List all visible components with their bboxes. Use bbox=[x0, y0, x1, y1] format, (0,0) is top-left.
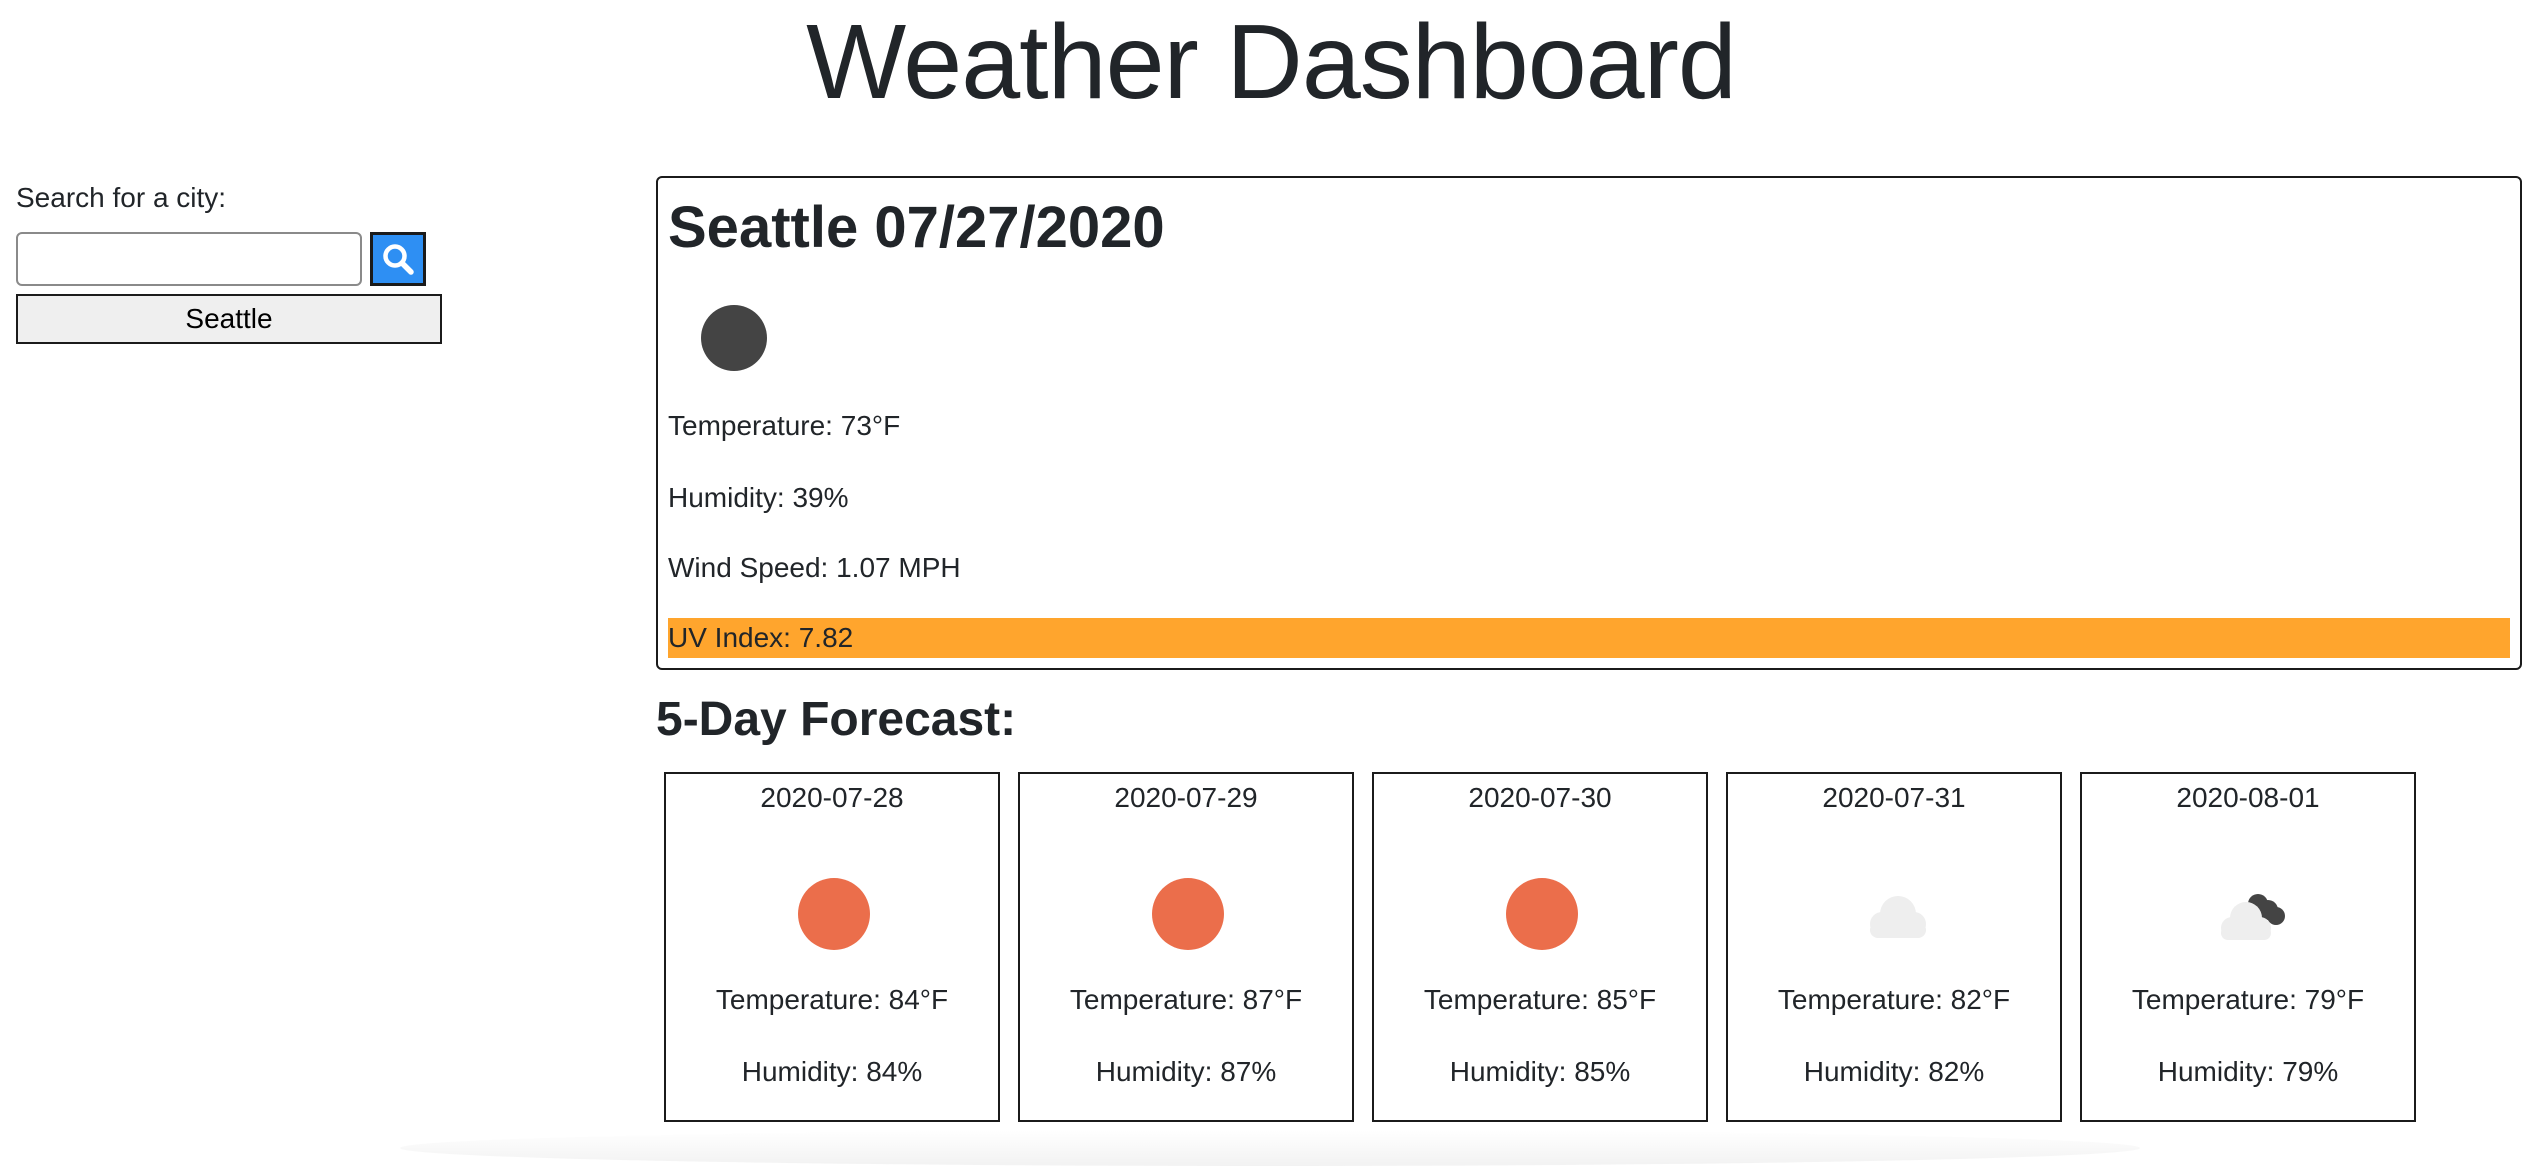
forecast-humidity: Humidity: 85% bbox=[1449, 1056, 1631, 1087]
forecast-temperature: Temperature: 82°F bbox=[1777, 984, 2011, 1015]
search-input[interactable] bbox=[16, 232, 362, 286]
forecast-temperature: Temperature: 85°F bbox=[1423, 984, 1657, 1015]
current-humidity: Humidity: 39% bbox=[668, 482, 849, 513]
forecast-temperature: Temperature: 79°F bbox=[2131, 984, 2365, 1015]
cloud-moon-icon bbox=[2221, 894, 2285, 940]
uv-index-badge: UV Index: 7.82 bbox=[668, 618, 2510, 658]
history-city-button[interactable]: Seattle bbox=[16, 294, 442, 344]
page-title: Weather Dashboard bbox=[806, 3, 1737, 121]
forecast-humidity: Humidity: 82% bbox=[1803, 1056, 1985, 1087]
sun-icon bbox=[1506, 878, 1578, 950]
forecast-humidity: Humidity: 79% bbox=[2157, 1056, 2339, 1087]
search-icon bbox=[383, 244, 414, 275]
search-button[interactable] bbox=[370, 232, 426, 286]
sun-icon bbox=[798, 878, 870, 950]
forecast-card: 2020-07-31 Temperature: 82°F Humidity: 8… bbox=[1726, 772, 2062, 1122]
forecast-temperature: Temperature: 84°F bbox=[715, 984, 949, 1015]
forecast-humidity: Humidity: 87% bbox=[1095, 1056, 1277, 1087]
forecast-card: 2020-07-28 Temperature: 84°F Humidity: 8… bbox=[664, 772, 1000, 1122]
moon-icon bbox=[701, 305, 767, 371]
forecast-date: 2020-07-29 bbox=[1114, 782, 1258, 813]
forecast-date: 2020-07-28 bbox=[760, 782, 904, 813]
forecast-temperature: Temperature: 87°F bbox=[1069, 984, 1303, 1015]
forecast-date: 2020-07-31 bbox=[1822, 782, 1966, 813]
search-label: Search for a city: bbox=[16, 182, 227, 213]
current-wind-speed: Wind Speed: 1.07 MPH bbox=[668, 552, 961, 583]
forecast-card: 2020-07-30 Temperature: 85°F Humidity: 8… bbox=[1372, 772, 1708, 1122]
current-temperature: Temperature: 73°F bbox=[668, 410, 901, 441]
page-bottom-shadow bbox=[400, 1130, 2140, 1166]
current-city-title: Seattle 07/27/2020 bbox=[668, 195, 1165, 260]
forecast-date: 2020-08-01 bbox=[2176, 782, 2320, 813]
sun-icon bbox=[1152, 878, 1224, 950]
forecast-date: 2020-07-30 bbox=[1468, 782, 1612, 813]
forecast-heading: 5-Day Forecast: bbox=[656, 693, 1017, 746]
current-weather-card: Seattle 07/27/2020 Temperature: 73°F Hum… bbox=[656, 176, 2522, 670]
forecast-card: 2020-07-29 Temperature: 87°F Humidity: 8… bbox=[1018, 772, 1354, 1122]
forecast-card: 2020-08-01 Temperature: 79°F Humidity: 7… bbox=[2080, 772, 2416, 1122]
cloud-icon bbox=[1870, 896, 1926, 938]
forecast-humidity: Humidity: 84% bbox=[741, 1056, 923, 1087]
